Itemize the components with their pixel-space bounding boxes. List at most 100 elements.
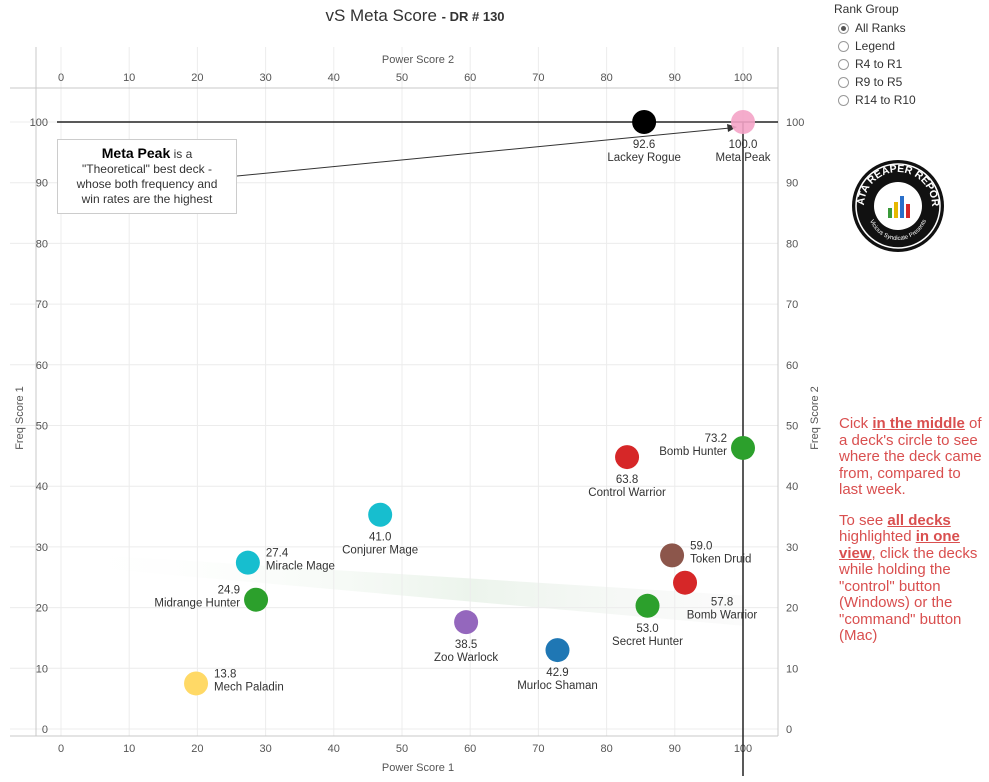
data-point (660, 543, 685, 568)
y-tick-label-left: 0 (42, 724, 48, 736)
y-axis-label-left: Freq Score 1 (14, 386, 26, 450)
annotation-text-1: is a (170, 147, 193, 161)
rank-option-r4-r1[interactable]: R4 to R1 (834, 55, 916, 73)
y-tick-label-right: 30 (786, 542, 798, 554)
data-label-score: 13.8 (214, 668, 236, 680)
data-point (454, 610, 479, 635)
rank-group-filter: Rank Group All Ranks Legend R4 to R1 R9 … (834, 2, 916, 109)
y-tick-label-left: 40 (36, 481, 48, 493)
x-tick-label-bottom: 90 (669, 743, 681, 755)
radio-icon (838, 40, 849, 52)
data-point (632, 110, 657, 134)
x-tick-label-bottom: 50 (396, 743, 408, 755)
data-label-name: Secret Hunter (612, 636, 683, 648)
rank-group-title: Rank Group (834, 2, 899, 16)
data-label-name: Mech Paladin (214, 681, 284, 693)
x-tick-label-top: 70 (532, 72, 544, 84)
radio-icon (838, 94, 849, 106)
x-axis-label-bottom: Power Score 1 (382, 762, 454, 774)
radio-icon (838, 58, 849, 70)
x-tick-label-top: 60 (464, 72, 476, 84)
y-tick-label-left: 80 (36, 238, 48, 250)
data-point (635, 593, 660, 618)
rank-option-all-ranks[interactable]: All Ranks (834, 19, 916, 37)
data-label-score: 100.0 (729, 139, 758, 151)
x-tick-label-bottom: 80 (600, 743, 612, 755)
y-tick-label-right: 100 (786, 117, 804, 129)
y-tick-label-right: 80 (786, 238, 798, 250)
rank-option-label: R14 to R10 (855, 93, 916, 107)
data-label-name: Miracle Mage (266, 561, 335, 573)
x-tick-label-top: 0 (58, 72, 64, 84)
data-label-score: 63.8 (616, 474, 638, 486)
data-label-name: Lackey Rogue (607, 152, 681, 164)
data-label-score: 53.0 (636, 623, 658, 635)
data-label-name: Control Warrior (588, 487, 666, 499)
data-label-score: 41.0 (369, 532, 391, 544)
y-tick-label-left: 20 (36, 603, 48, 615)
instructions-panel: Cick in the middle of a deck's circle to… (839, 415, 985, 659)
data-point (673, 570, 698, 595)
annotation-arrow-line (236, 127, 731, 177)
x-tick-label-top: 20 (191, 72, 203, 84)
y-tick-label-right: 10 (786, 663, 798, 675)
data-reaper-logo: DATA REAPER REPORT Vicious Syndicate Pre… (850, 158, 944, 252)
rank-option-r9-r5[interactable]: R9 to R5 (834, 73, 916, 91)
data-point (731, 435, 755, 460)
y-tick-label-left: 100 (30, 117, 48, 129)
data-label-name: Zoo Warlock (434, 652, 498, 664)
data-label-name: Midrange Hunter (154, 598, 240, 610)
data-label-name: Bomb Hunter (659, 446, 727, 458)
data-label-name: Murloc Shaman (517, 680, 598, 692)
radio-icon (838, 76, 849, 88)
data-point (368, 502, 393, 527)
x-tick-label-top: 10 (123, 72, 135, 84)
x-axis-label-top: Power Score 2 (382, 54, 454, 66)
rank-option-legend[interactable]: Legend (834, 37, 916, 55)
data-label-name: Bomb Warrior (687, 610, 758, 622)
x-tick-label-top: 80 (600, 72, 612, 84)
data-point (244, 587, 269, 612)
x-tick-label-bottom: 0 (58, 743, 64, 755)
rank-option-label: Legend (855, 39, 896, 53)
data-point (615, 445, 640, 470)
x-tick-label-top: 100 (734, 72, 752, 84)
data-label-score: 27.4 (266, 548, 289, 560)
chart-title-sub: - DR # 130 (441, 9, 505, 24)
data-point (545, 638, 570, 663)
x-tick-label-top: 50 (396, 72, 408, 84)
data-point (184, 671, 209, 696)
data-label-name: Meta Peak (716, 152, 771, 164)
annotation-text-4: win rates are the highest (81, 192, 213, 206)
annotation-bold: Meta Peak (101, 145, 171, 161)
x-tick-label-bottom: 60 (464, 743, 476, 755)
chart-title: vS Meta Score - DR # 130 (0, 6, 830, 26)
rank-option-r14-r10[interactable]: R14 to R10 (834, 91, 916, 109)
x-tick-label-bottom: 10 (123, 743, 135, 755)
y-tick-label-right: 0 (786, 724, 792, 736)
rank-option-label: R4 to R1 (855, 57, 903, 71)
y-tick-label-right: 50 (786, 421, 798, 433)
x-tick-label-bottom: 30 (259, 743, 271, 755)
x-tick-label-bottom: 40 (328, 743, 340, 755)
data-label-score: 73.2 (705, 433, 727, 445)
instructions-paragraph-2: To see all decks highlighted in one view… (839, 511, 978, 644)
y-tick-label-left: 50 (36, 421, 48, 433)
data-label-score: 92.6 (633, 139, 655, 151)
data-label-score: 24.9 (218, 585, 240, 597)
y-tick-label-left: 70 (36, 299, 48, 311)
y-tick-label-left: 10 (36, 663, 48, 675)
annotation-text-2: "Theoretical" best deck - (82, 162, 212, 176)
annotation-text-3: whose both frequency and (76, 177, 218, 191)
chart-title-main: vS Meta Score (325, 6, 437, 25)
rank-option-label: R9 to R5 (855, 75, 903, 89)
data-label-score: 38.5 (455, 639, 477, 651)
y-tick-label-right: 20 (786, 603, 798, 615)
x-tick-label-top: 90 (669, 72, 681, 84)
y-tick-label-right: 90 (786, 178, 798, 190)
y-tick-label-right: 60 (786, 360, 798, 372)
data-label-score: 57.8 (711, 597, 733, 609)
x-tick-label-top: 40 (328, 72, 340, 84)
y-tick-label-right: 70 (786, 299, 798, 311)
